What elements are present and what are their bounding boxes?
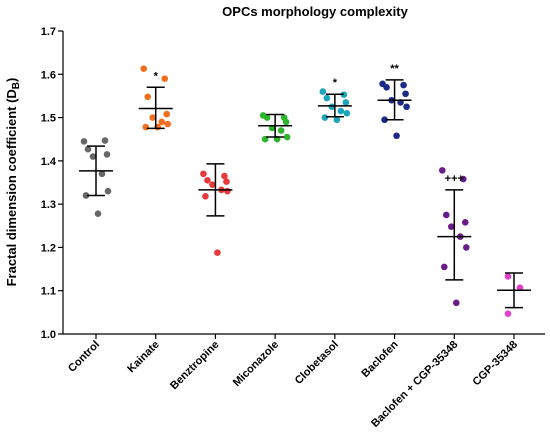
data-point (224, 187, 231, 195)
data-point (393, 132, 400, 140)
y-tick-label: 1.4 (41, 156, 57, 168)
data-point (101, 137, 109, 144)
chart-title: OPCs morphology complexity (222, 4, 408, 19)
data-point (504, 310, 512, 317)
data-point (381, 116, 388, 124)
group-5: ** (377, 63, 412, 140)
data-point (94, 210, 102, 217)
x-category-label: Clobetasol (293, 339, 341, 387)
group-6: +++ (437, 167, 472, 307)
data-point (438, 167, 446, 174)
y-tick-label: 1.1 (41, 286, 56, 298)
x-category-label: Control (66, 339, 102, 375)
data-point (221, 172, 228, 180)
x-category-label: Benztropine (168, 339, 221, 392)
significance-marker: +++ (445, 173, 464, 185)
data-marks: ****+++ (79, 63, 531, 317)
data-point (452, 299, 460, 307)
data-point (161, 75, 169, 82)
data-point (204, 177, 211, 184)
data-point (319, 88, 327, 95)
axes: 1.0 1.1 1.2 1.3 1.4 1.5 1.6 1.7 (41, 26, 545, 341)
data-point (144, 93, 152, 101)
data-point (202, 193, 209, 200)
data-point (80, 138, 88, 145)
data-point (149, 114, 157, 121)
data-point (214, 249, 221, 256)
data-point (98, 170, 106, 178)
data-point (328, 103, 336, 111)
data-point (337, 107, 345, 115)
data-point (223, 178, 230, 185)
category-labels: Control Kainate Benztropine Miconazole Clobe… (66, 338, 520, 429)
data-point (84, 145, 92, 153)
data-point (403, 103, 410, 111)
data-point (504, 273, 512, 280)
data-point (342, 99, 350, 106)
data-point (442, 211, 450, 219)
y-axis-label-tail: ) (4, 78, 19, 82)
y-tick-label: 1.3 (41, 199, 56, 211)
y-tick-label: 1.7 (41, 26, 56, 38)
y-tick-label: 1.5 (41, 113, 56, 125)
data-point (282, 118, 290, 126)
data-point (343, 109, 351, 117)
data-point (340, 91, 348, 98)
data-point (103, 151, 111, 158)
group-0 (79, 137, 113, 217)
data-point (462, 244, 470, 251)
data-point (209, 181, 216, 188)
group-2 (198, 163, 233, 256)
data-point (283, 133, 291, 141)
y-axis-label: Fractal dimension coefficient (DB) (4, 78, 22, 287)
y-tick-label: 1.0 (41, 329, 56, 341)
data-point (89, 153, 97, 160)
data-point (263, 114, 271, 121)
data-point (402, 90, 409, 98)
y-axis-label-subscript: B (11, 82, 22, 89)
data-point (163, 110, 171, 118)
data-point (323, 94, 331, 102)
data-point (82, 192, 90, 199)
data-point (158, 118, 166, 126)
data-point (440, 263, 448, 271)
y-tick-label: 1.6 (41, 69, 56, 81)
data-point (321, 114, 329, 121)
data-point (200, 170, 207, 178)
x-category-label: Baclofen (359, 338, 401, 380)
group-7 (497, 272, 531, 317)
data-point (400, 81, 407, 89)
data-point (104, 187, 112, 195)
significance-marker: ** (390, 63, 399, 75)
data-point (447, 223, 455, 230)
significance-marker: * (154, 70, 159, 82)
data-point (164, 120, 172, 128)
data-point (277, 127, 285, 134)
significance-marker: * (333, 77, 338, 89)
data-point (516, 284, 524, 291)
data-point (461, 219, 469, 226)
data-point (142, 123, 150, 131)
x-category-label: CGP-35348 (471, 339, 521, 389)
x-category-label: Kainate (125, 339, 162, 376)
data-point (333, 116, 341, 124)
group-1: * (138, 65, 173, 131)
x-category-label: Miconazole (231, 339, 281, 389)
data-point (459, 175, 467, 183)
y-axis-label-main: Fractal dimension coefficient (D (4, 89, 19, 286)
group-4: * (317, 77, 352, 124)
y-tick-label: 1.2 (41, 242, 56, 254)
group-3 (258, 112, 293, 143)
data-point (140, 65, 148, 72)
data-point (383, 83, 390, 91)
